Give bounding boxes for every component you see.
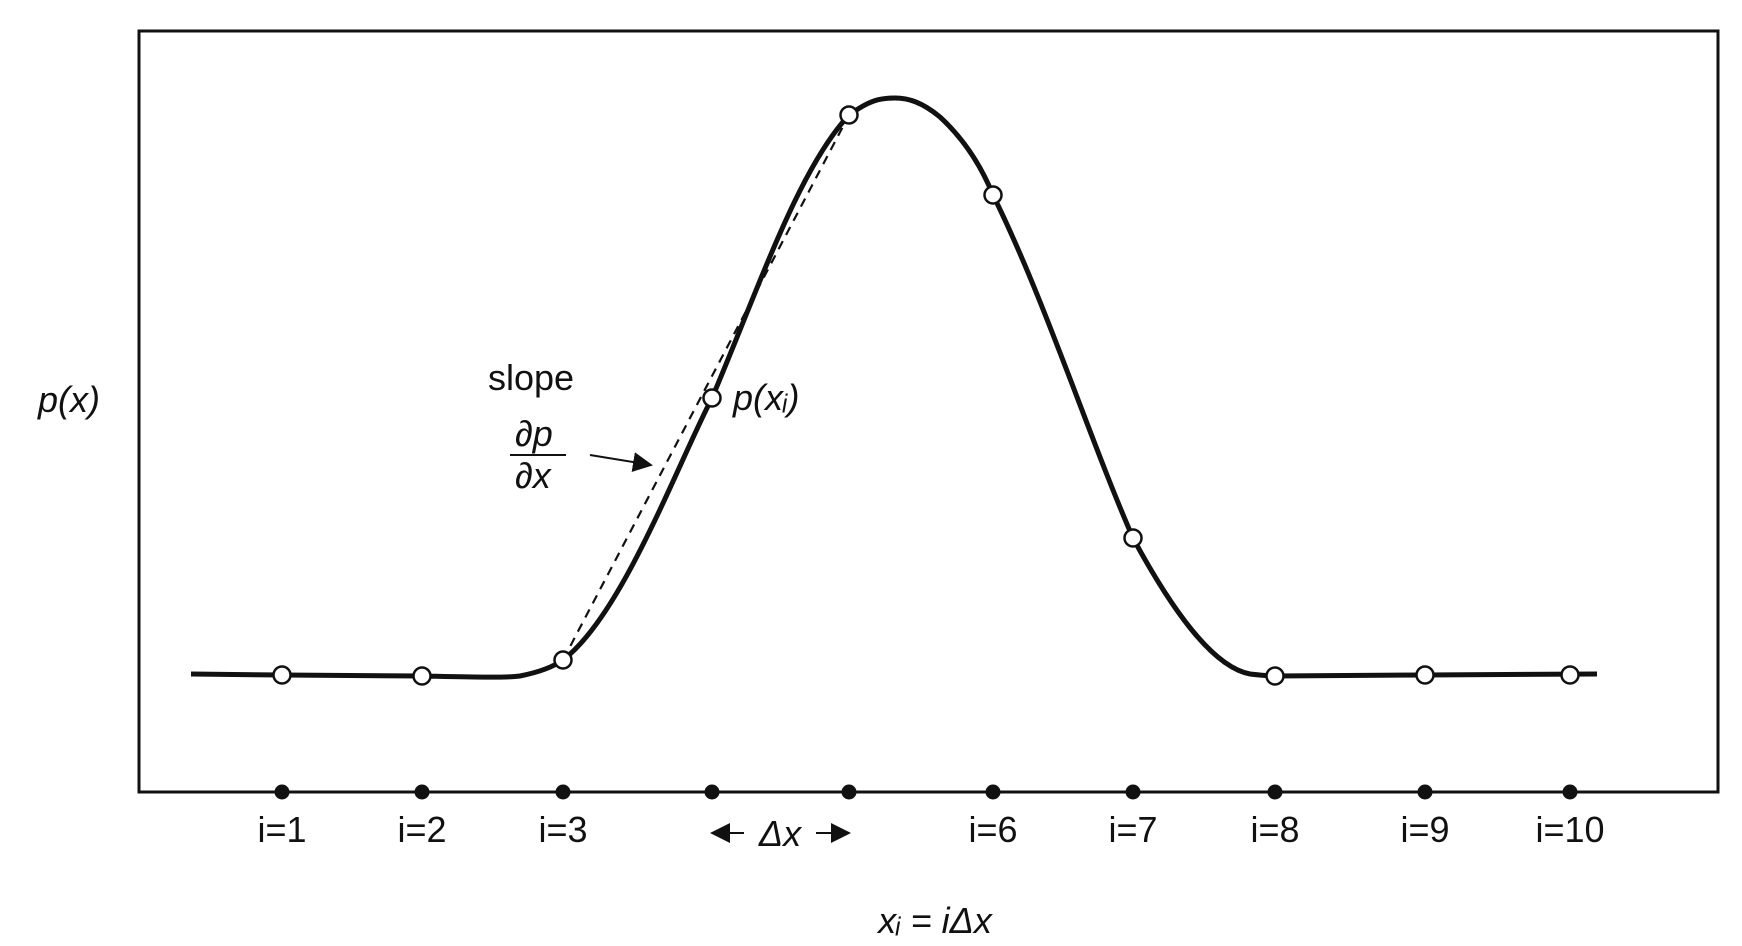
grid-node: [704, 784, 720, 800]
grid-label-i10: i=10: [1535, 809, 1604, 850]
grid-node: [985, 784, 1001, 800]
grid-label-i1: i=1: [257, 809, 306, 850]
sample-point: [839, 105, 859, 125]
grid-node: [1417, 784, 1433, 800]
grid-node: [414, 784, 430, 800]
grid-node: [1125, 784, 1141, 800]
sample-point: [1123, 528, 1143, 548]
sample-point: [1415, 665, 1435, 685]
sample-points: [272, 105, 1580, 686]
curve-p-of-x: [190, 95, 1598, 680]
grid-node: [1267, 784, 1283, 800]
slope-denominator: ∂x: [515, 455, 553, 496]
spacing-label: Δx: [758, 813, 803, 854]
point-label: p(xᵢ): [732, 377, 799, 418]
grid-nodes: [274, 784, 1578, 800]
grid-label-i9: i=9: [1400, 809, 1449, 850]
sample-point: [412, 666, 432, 686]
slope-numerator: ∂p: [515, 413, 553, 454]
grid-label-i7: i=7: [1108, 809, 1157, 850]
slope-tangent-line: [562, 114, 850, 661]
grid-node: [274, 784, 290, 800]
sample-point: [1265, 666, 1285, 686]
grid-node: [841, 784, 857, 800]
grid-node: [555, 784, 571, 800]
grid-label-i6: i=6: [968, 809, 1017, 850]
x-axis-label: xᵢ = iΔx: [876, 900, 994, 941]
sample-point: [553, 650, 573, 670]
grid-label-i2: i=2: [397, 809, 446, 850]
grid-node: [1562, 784, 1578, 800]
sample-point: [983, 185, 1003, 205]
sample-point: [702, 388, 722, 408]
slope-label: slope: [488, 357, 574, 398]
grid-label-i3: i=3: [538, 809, 587, 850]
sample-point: [1560, 665, 1580, 685]
y-axis-label: p(x): [37, 379, 100, 420]
sample-point: [272, 665, 292, 685]
slope-arrow: [589, 452, 653, 472]
grid-label-i8: i=8: [1250, 809, 1299, 850]
